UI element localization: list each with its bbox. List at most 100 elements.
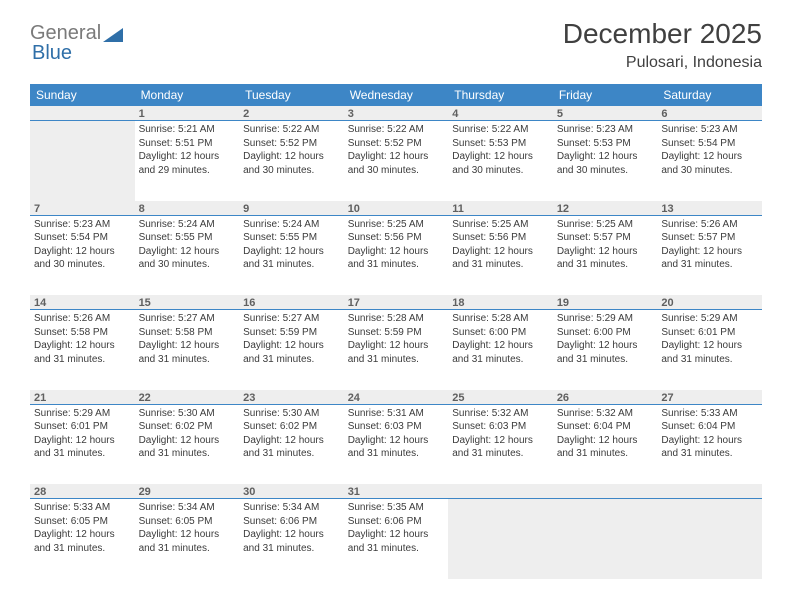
calendar-body: 123456 Sunrise: 5:21 AMSunset: 5:51 PMDa… [30,106,762,579]
daylight-text: Daylight: 12 hours and 30 minutes. [661,150,758,177]
day-number [553,484,658,499]
day-details: Sunrise: 5:23 AMSunset: 5:54 PMDaylight:… [661,123,758,177]
day-header: Tuesday [239,84,344,106]
sunset-text: Sunset: 5:56 PM [348,231,445,245]
sunset-text: Sunset: 5:55 PM [243,231,340,245]
day-number: 6 [657,106,762,121]
day-details: Sunrise: 5:31 AMSunset: 6:03 PMDaylight:… [348,407,445,461]
day-cell: Sunrise: 5:29 AMSunset: 6:00 PMDaylight:… [553,310,658,390]
daylight-text: Daylight: 12 hours and 31 minutes. [661,339,758,366]
day-details: Sunrise: 5:35 AMSunset: 6:06 PMDaylight:… [348,501,445,555]
day-details: Sunrise: 5:21 AMSunset: 5:51 PMDaylight:… [139,123,236,177]
day-cell: Sunrise: 5:29 AMSunset: 6:01 PMDaylight:… [30,404,135,484]
day-cell: Sunrise: 5:28 AMSunset: 6:00 PMDaylight:… [448,310,553,390]
day-cell: Sunrise: 5:25 AMSunset: 5:57 PMDaylight:… [553,215,658,295]
sunset-text: Sunset: 6:02 PM [139,420,236,434]
sunrise-text: Sunrise: 5:28 AM [348,312,445,326]
day-details: Sunrise: 5:22 AMSunset: 5:52 PMDaylight:… [243,123,340,177]
sunset-text: Sunset: 6:06 PM [243,515,340,529]
location-label: Pulosari, Indonesia [563,54,762,72]
daylight-text: Daylight: 12 hours and 30 minutes. [452,150,549,177]
day-number: 15 [135,295,240,310]
day-cell: Sunrise: 5:24 AMSunset: 5:55 PMDaylight:… [135,215,240,295]
day-details: Sunrise: 5:30 AMSunset: 6:02 PMDaylight:… [139,407,236,461]
day-cell: Sunrise: 5:25 AMSunset: 5:56 PMDaylight:… [344,215,449,295]
daylight-text: Daylight: 12 hours and 31 minutes. [348,245,445,272]
day-details: Sunrise: 5:24 AMSunset: 5:55 PMDaylight:… [139,218,236,272]
sunrise-text: Sunrise: 5:34 AM [139,501,236,515]
sunset-text: Sunset: 6:05 PM [139,515,236,529]
day-number: 12 [553,201,658,216]
sunset-text: Sunset: 5:59 PM [348,326,445,340]
daylight-text: Daylight: 12 hours and 31 minutes. [243,434,340,461]
day-number: 28 [30,484,135,499]
sunrise-text: Sunrise: 5:23 AM [557,123,654,137]
daylight-text: Daylight: 12 hours and 30 minutes. [348,150,445,177]
logo-text-blue: Blue [32,42,72,64]
day-number: 7 [30,201,135,216]
day-number: 23 [239,390,344,405]
sunrise-text: Sunrise: 5:22 AM [348,123,445,137]
day-number [448,484,553,499]
day-details: Sunrise: 5:29 AMSunset: 6:01 PMDaylight:… [661,312,758,366]
day-number: 10 [344,201,449,216]
day-cell: Sunrise: 5:28 AMSunset: 5:59 PMDaylight:… [344,310,449,390]
day-details: Sunrise: 5:32 AMSunset: 6:03 PMDaylight:… [452,407,549,461]
sunset-text: Sunset: 5:52 PM [348,137,445,151]
day-details: Sunrise: 5:30 AMSunset: 6:02 PMDaylight:… [243,407,340,461]
sunrise-text: Sunrise: 5:25 AM [348,218,445,232]
day-cell [448,499,553,579]
daylight-text: Daylight: 12 hours and 29 minutes. [139,150,236,177]
day-details: Sunrise: 5:33 AMSunset: 6:04 PMDaylight:… [661,407,758,461]
sunrise-text: Sunrise: 5:35 AM [348,501,445,515]
week-number-row: 123456 [30,106,762,121]
day-cell: Sunrise: 5:23 AMSunset: 5:54 PMDaylight:… [30,215,135,295]
day-number: 20 [657,295,762,310]
day-cell: Sunrise: 5:30 AMSunset: 6:02 PMDaylight:… [135,404,240,484]
calendar-table: SundayMondayTuesdayWednesdayThursdayFrid… [30,84,762,579]
sunrise-text: Sunrise: 5:32 AM [452,407,549,421]
day-cell [553,499,658,579]
day-number: 14 [30,295,135,310]
sunset-text: Sunset: 6:00 PM [557,326,654,340]
day-number: 19 [553,295,658,310]
sunset-text: Sunset: 5:58 PM [34,326,131,340]
daylight-text: Daylight: 12 hours and 31 minutes. [34,339,131,366]
daylight-text: Daylight: 12 hours and 31 minutes. [243,245,340,272]
sunrise-text: Sunrise: 5:24 AM [243,218,340,232]
day-details: Sunrise: 5:24 AMSunset: 5:55 PMDaylight:… [243,218,340,272]
sunset-text: Sunset: 6:03 PM [452,420,549,434]
day-number: 17 [344,295,449,310]
day-details: Sunrise: 5:27 AMSunset: 5:58 PMDaylight:… [139,312,236,366]
sunset-text: Sunset: 5:54 PM [34,231,131,245]
sunrise-text: Sunrise: 5:26 AM [661,218,758,232]
day-cell: Sunrise: 5:31 AMSunset: 6:03 PMDaylight:… [344,404,449,484]
sunrise-text: Sunrise: 5:22 AM [452,123,549,137]
sunrise-text: Sunrise: 5:24 AM [139,218,236,232]
sunrise-text: Sunrise: 5:29 AM [34,407,131,421]
daylight-text: Daylight: 12 hours and 31 minutes. [243,528,340,555]
sunset-text: Sunset: 6:04 PM [661,420,758,434]
day-details: Sunrise: 5:27 AMSunset: 5:59 PMDaylight:… [243,312,340,366]
sunrise-text: Sunrise: 5:29 AM [557,312,654,326]
day-number: 8 [135,201,240,216]
sunrise-text: Sunrise: 5:29 AM [661,312,758,326]
day-cell: Sunrise: 5:29 AMSunset: 6:01 PMDaylight:… [657,310,762,390]
week-row: Sunrise: 5:33 AM Sunset: 6:05 PM Daylight:… [30,499,762,579]
sunset-text: Sunset: 5:51 PM [139,137,236,151]
sunset-text: Sunset: 6:03 PM [348,420,445,434]
sunset-text: Sunset: 6:04 PM [557,420,654,434]
logo-sub: Blue [32,42,72,65]
sunrise-text: Sunrise: 5:33 AM [34,501,131,515]
week-number-row: 21222324252627 [30,390,762,405]
daylight-text: Daylight: 12 hours and 31 minutes. [348,528,445,555]
day-details: Sunrise: 5:23 AMSunset: 5:53 PMDaylight:… [557,123,654,177]
sunset-text: Sunset: 6:01 PM [661,326,758,340]
sunrise-text: Sunrise: 5:34 AM [243,501,340,515]
sunrise-text: Sunrise: 5:25 AM [452,218,549,232]
sunset-text: Sunset: 6:01 PM [34,420,131,434]
day-details: Sunrise: 5:26 AMSunset: 5:57 PMDaylight:… [661,218,758,272]
day-details: Sunrise: 5:25 AMSunset: 5:57 PMDaylight:… [557,218,654,272]
daylight-text: Daylight: 12 hours and 31 minutes. [452,434,549,461]
daylight-text: Daylight: 12 hours and 30 minutes. [139,245,236,272]
